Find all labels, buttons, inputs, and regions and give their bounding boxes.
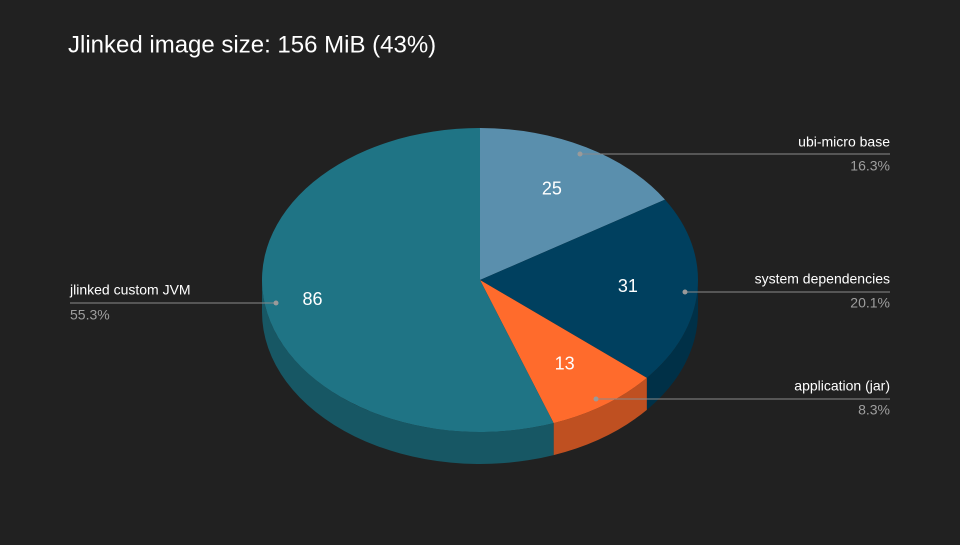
leader-dot bbox=[273, 300, 279, 306]
percent-label: 8.3% bbox=[858, 402, 890, 418]
legend-label: ubi-micro base bbox=[798, 134, 890, 150]
percent-label: 20.1% bbox=[850, 295, 890, 311]
slice-side bbox=[262, 280, 554, 464]
slice-side bbox=[553, 377, 647, 456]
percent-label: 55.3% bbox=[70, 307, 110, 323]
value-label: 31 bbox=[618, 276, 638, 296]
leader-dot bbox=[577, 151, 583, 157]
leader-dot bbox=[593, 396, 599, 402]
slice bbox=[261, 127, 554, 432]
legend-label: jlinked custom JVM bbox=[69, 282, 191, 298]
slice bbox=[480, 280, 647, 424]
legend-label: system dependencies bbox=[755, 271, 890, 287]
slice bbox=[480, 128, 666, 280]
value-label: 25 bbox=[542, 178, 562, 198]
percent-label: 16.3% bbox=[850, 158, 890, 174]
chart-title: Jlinked image size: 156 MiB (43%) bbox=[68, 31, 436, 58]
legend-label: application (jar) bbox=[794, 378, 890, 394]
value-label: 86 bbox=[302, 289, 322, 309]
leader-dot bbox=[682, 289, 688, 295]
value-label: 13 bbox=[555, 354, 575, 374]
slice bbox=[480, 199, 698, 378]
slice-side bbox=[646, 280, 698, 410]
